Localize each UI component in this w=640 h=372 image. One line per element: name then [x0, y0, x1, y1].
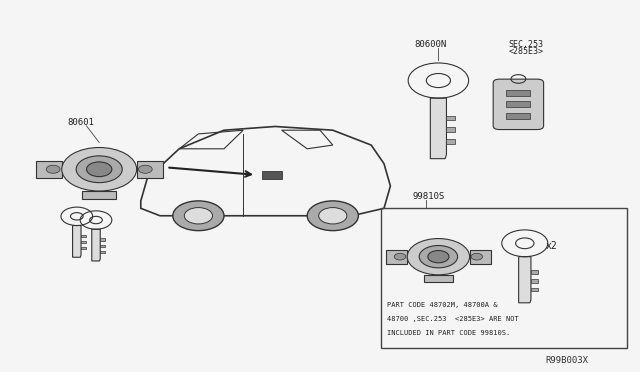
Polygon shape — [430, 98, 447, 159]
Text: INCLUDED IN PART CODE 99810S.: INCLUDED IN PART CODE 99810S. — [387, 330, 511, 336]
Circle shape — [138, 165, 152, 173]
Text: <285E3>: <285E3> — [509, 47, 544, 56]
Polygon shape — [447, 139, 455, 144]
Polygon shape — [531, 279, 538, 283]
Polygon shape — [262, 171, 282, 179]
Bar — [506, 101, 531, 108]
Polygon shape — [92, 229, 100, 261]
Polygon shape — [100, 238, 105, 241]
Polygon shape — [81, 247, 86, 250]
Circle shape — [173, 201, 224, 231]
Text: x2: x2 — [545, 241, 557, 251]
Text: 80601: 80601 — [67, 118, 94, 126]
Polygon shape — [81, 235, 86, 237]
Bar — [381, 208, 627, 348]
Circle shape — [428, 251, 449, 263]
Circle shape — [394, 253, 406, 260]
Polygon shape — [81, 241, 86, 243]
Bar — [36, 161, 62, 177]
Text: 80600N: 80600N — [415, 39, 447, 48]
Polygon shape — [72, 225, 81, 257]
Circle shape — [307, 201, 358, 231]
Circle shape — [184, 208, 212, 224]
Text: 99810S: 99810S — [413, 192, 445, 201]
FancyBboxPatch shape — [493, 79, 543, 129]
Circle shape — [61, 147, 137, 191]
Bar — [470, 250, 492, 264]
Bar — [506, 113, 531, 119]
Circle shape — [471, 253, 483, 260]
Text: 48700 ,SEC.253  <285E3> ARE NOT: 48700 ,SEC.253 <285E3> ARE NOT — [387, 316, 519, 322]
Polygon shape — [100, 251, 105, 253]
Text: R99B003X: R99B003X — [546, 356, 589, 365]
Circle shape — [319, 208, 347, 224]
Polygon shape — [531, 270, 538, 274]
Bar — [137, 161, 163, 177]
Circle shape — [76, 156, 122, 183]
Polygon shape — [447, 128, 455, 132]
Bar — [506, 90, 531, 96]
Polygon shape — [100, 245, 105, 247]
Bar — [82, 191, 116, 199]
Text: SEC.253: SEC.253 — [509, 39, 544, 48]
Polygon shape — [531, 288, 538, 292]
Polygon shape — [518, 257, 531, 303]
Text: PART CODE 48702M, 48700A &: PART CODE 48702M, 48700A & — [387, 302, 498, 308]
Bar — [424, 275, 453, 282]
Polygon shape — [447, 116, 455, 121]
Circle shape — [86, 162, 112, 177]
Circle shape — [46, 165, 60, 173]
Circle shape — [407, 238, 470, 275]
Bar — [385, 250, 407, 264]
Circle shape — [419, 246, 458, 268]
